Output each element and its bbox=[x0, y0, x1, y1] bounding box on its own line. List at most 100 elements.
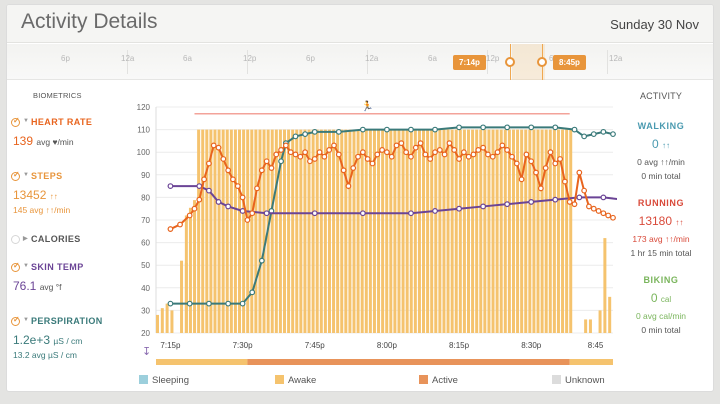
heart_rate-point bbox=[345, 183, 352, 189]
walking-avg: 0 avg ↑↑/min bbox=[637, 157, 685, 167]
heart_rate-point bbox=[595, 208, 602, 214]
footsteps-icon: ↑↑ bbox=[675, 218, 684, 227]
checkbox-icon[interactable]: ✓ bbox=[11, 170, 21, 181]
legend-active: Active bbox=[419, 375, 458, 386]
heart_rate-point bbox=[268, 165, 275, 171]
skin-temp-unit: avg °f bbox=[39, 282, 62, 292]
awake-bar bbox=[282, 129, 286, 333]
perspiration-point bbox=[167, 300, 174, 307]
heart_rate-point bbox=[610, 214, 616, 221]
heart_rate-point bbox=[408, 153, 414, 160]
heart_rate-point bbox=[557, 156, 563, 162]
end-time-badge[interactable]: 8:45p bbox=[553, 55, 586, 70]
heart_rate-point bbox=[374, 151, 381, 158]
caret-icon: ▼ bbox=[23, 263, 30, 269]
skin_temp-point bbox=[408, 210, 414, 217]
checkbox-icon[interactable] bbox=[11, 235, 20, 244]
awake-bar bbox=[258, 129, 262, 333]
skin-temp-number: 76.1 bbox=[13, 279, 37, 293]
awake-bar bbox=[430, 129, 434, 333]
heart_rate-point bbox=[292, 151, 299, 158]
skin_temp-point bbox=[456, 205, 462, 212]
heart_rate-point bbox=[436, 147, 443, 153]
timeline-separator bbox=[607, 50, 608, 74]
heart_rate-point bbox=[403, 149, 410, 156]
start-handle[interactable] bbox=[505, 57, 515, 67]
timeline-tick: 6p bbox=[306, 54, 315, 63]
checkbox-icon[interactable]: ✓ bbox=[11, 116, 21, 127]
state-awake-segment bbox=[156, 359, 248, 365]
heart_rate-point bbox=[225, 167, 232, 174]
heart_rate-point bbox=[518, 176, 525, 183]
awake-bar bbox=[540, 129, 544, 333]
perspiration-point bbox=[292, 133, 299, 140]
checkbox-icon[interactable]: ✓ bbox=[11, 261, 21, 272]
heart_rate-point bbox=[475, 147, 482, 153]
awake-bar bbox=[348, 129, 352, 333]
heart_rate-point bbox=[446, 140, 453, 147]
runner-icon: 🏃 bbox=[361, 99, 373, 112]
activity-panel: ACTIVITY WALKING 0 ↑↑ 0 avg ↑↑/min 0 min… bbox=[609, 91, 713, 341]
checkbox-icon[interactable]: ✓ bbox=[11, 315, 21, 326]
heart_rate-point bbox=[196, 196, 203, 203]
awake-bar bbox=[516, 129, 520, 333]
skin_temp-point bbox=[528, 199, 535, 205]
heart_rate-point bbox=[432, 149, 438, 156]
activity-heading: ACTIVITY bbox=[639, 91, 683, 101]
heart_rate-point bbox=[258, 167, 265, 174]
awake-bar bbox=[561, 129, 565, 333]
heart_rate-point bbox=[412, 144, 419, 151]
zoom-out-icon[interactable]: ↧ bbox=[142, 346, 151, 358]
day-timeline[interactable]: 6p 12a 6a 12p 6p 12a 6a 12p 6p 12a 7:14p… bbox=[7, 44, 713, 80]
awake-bar bbox=[205, 129, 209, 333]
heart_rate-point bbox=[393, 142, 400, 149]
heart_rate-point bbox=[499, 142, 506, 149]
skin_temp-point bbox=[263, 210, 270, 217]
awake-bar bbox=[528, 129, 532, 333]
awake-bar bbox=[544, 129, 548, 333]
legend-awake: Awake bbox=[275, 375, 316, 386]
heart_rate-point bbox=[465, 153, 472, 160]
awake-bar bbox=[238, 129, 242, 333]
heart_rate-point bbox=[186, 212, 193, 219]
legend-unknown: Unknown bbox=[552, 375, 605, 386]
awake-bar bbox=[184, 262, 188, 333]
heart_rate-point bbox=[384, 149, 390, 156]
heart_rate-point bbox=[364, 156, 371, 162]
awake-bar bbox=[197, 129, 201, 333]
heart_rate-point bbox=[441, 151, 448, 158]
awake-bar bbox=[565, 129, 569, 333]
biking-label[interactable]: BIKING bbox=[643, 275, 679, 285]
heart_rate-point bbox=[576, 169, 583, 176]
perspiration-point bbox=[258, 257, 265, 264]
awake-bar bbox=[442, 129, 446, 333]
awake-bar bbox=[479, 129, 483, 333]
heart_rate-point bbox=[417, 140, 424, 147]
heart_rate-point bbox=[263, 158, 270, 165]
start-time-badge[interactable]: 7:14p bbox=[453, 55, 486, 70]
x-tick-label: 7:45p bbox=[305, 341, 326, 350]
y-tick-label: 40 bbox=[141, 284, 150, 293]
awake-bar bbox=[336, 129, 340, 333]
awake-bar bbox=[188, 207, 192, 333]
timeline-tick: 6a bbox=[428, 54, 437, 63]
calories-label: CALORIES bbox=[31, 234, 81, 244]
perspiration-number: 1.2e+3 bbox=[13, 333, 51, 347]
awake-bar bbox=[311, 129, 315, 333]
heart_rate-point bbox=[537, 185, 544, 192]
legend-label: Unknown bbox=[565, 375, 605, 386]
activity-chart[interactable]: 🏃 20 30 40 50 60 70 80 90 100 110 120 7:15p 7:30p 7:… bbox=[137, 97, 617, 369]
awake-bar bbox=[524, 129, 528, 333]
perspiration-point bbox=[581, 133, 588, 140]
end-handle[interactable] bbox=[537, 57, 547, 67]
x-tick-label: 8:30p bbox=[521, 341, 542, 350]
heart_rate-point bbox=[427, 156, 434, 162]
heart_rate-point bbox=[509, 153, 515, 160]
walking-label[interactable]: WALKING bbox=[637, 121, 685, 131]
running-label[interactable]: RUNNING bbox=[637, 198, 685, 208]
heart_rate-point bbox=[297, 153, 304, 160]
heart_rate-point bbox=[369, 160, 376, 167]
heart_rate-point bbox=[282, 142, 289, 149]
awake-bar bbox=[385, 129, 389, 333]
legend-sleeping: Sleeping bbox=[139, 375, 189, 386]
